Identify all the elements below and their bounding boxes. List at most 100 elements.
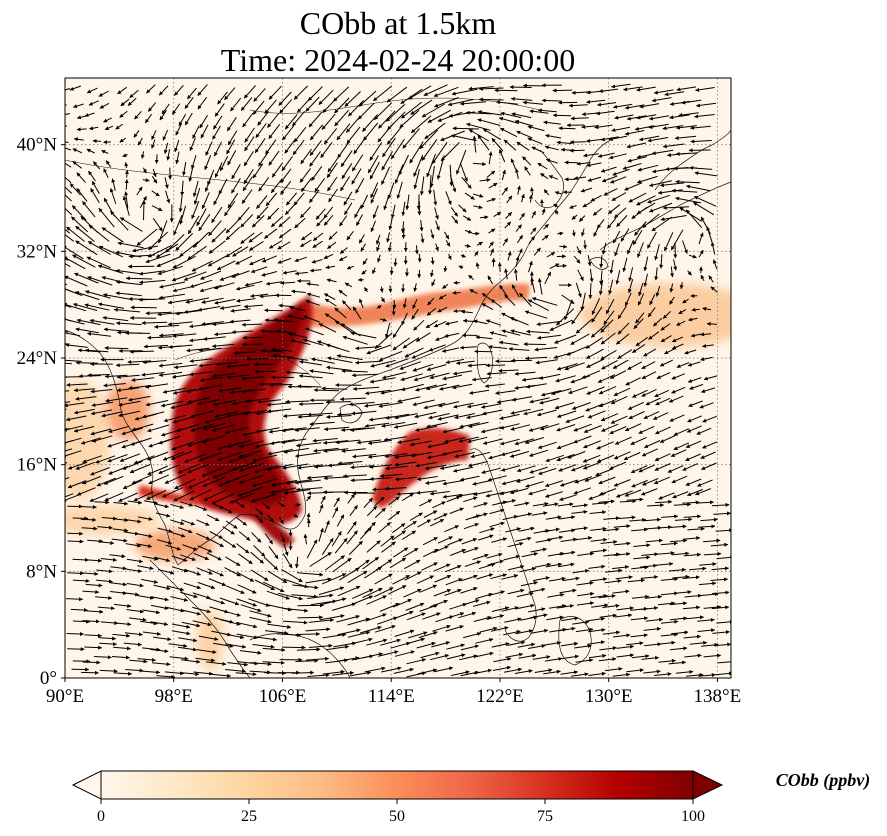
wind-arrow — [115, 123, 123, 130]
wind-arrow — [586, 162, 602, 168]
plume-thai-band — [138, 485, 200, 505]
wind-arrow — [377, 123, 394, 143]
wind-arrow — [686, 184, 711, 192]
wind-arrow — [405, 194, 410, 211]
wind-arrow — [372, 205, 379, 219]
wind-arrow — [301, 231, 313, 241]
wind-arrow — [232, 246, 249, 257]
wind-arrow — [201, 192, 210, 210]
wind-arrow — [322, 97, 338, 113]
wind-arrow — [66, 226, 85, 242]
wind-arrow — [377, 254, 381, 263]
wind-arrow — [694, 171, 718, 177]
wind-arrow — [316, 215, 327, 227]
wind-arrow — [208, 220, 222, 237]
x-tick-label: 106°E — [259, 686, 307, 707]
x-tick-label: 98°E — [155, 686, 193, 707]
wind-arrow — [88, 170, 96, 182]
wind-arrow — [594, 124, 613, 130]
wind-arrow — [80, 517, 97, 522]
wind-arrow — [76, 172, 86, 183]
wind-arrow — [151, 175, 158, 184]
wind-arrow — [698, 249, 704, 258]
wind-arrow — [192, 125, 200, 139]
wind-arrow — [311, 259, 323, 264]
wind-arrow — [447, 253, 452, 260]
wind-arrow — [556, 140, 572, 145]
wind-arrow — [69, 85, 82, 91]
wind-arrow — [429, 166, 435, 188]
wind-arrow — [696, 102, 717, 108]
wind-arrow — [590, 194, 602, 202]
wind-arrow — [243, 85, 256, 99]
wind-arrow — [136, 228, 158, 246]
wind-arrow — [65, 176, 72, 184]
wind-arrow — [312, 232, 324, 241]
wind-arrow — [472, 193, 484, 198]
wind-arrow — [537, 108, 557, 113]
wind-arrow — [477, 118, 501, 126]
wind-arrow — [67, 539, 84, 544]
wind-arrow — [98, 207, 115, 228]
wind-arrow — [284, 138, 297, 154]
wind-arrow — [678, 112, 699, 117]
wind-arrow — [183, 271, 207, 281]
wind-arrow — [530, 227, 537, 235]
wind-arrow — [136, 186, 143, 196]
wind-arrow — [314, 178, 326, 193]
wind-arrow — [546, 251, 556, 258]
wind-arrow — [84, 112, 95, 117]
wind-arrow — [258, 151, 269, 167]
colorbar-gradient — [100, 770, 694, 800]
wind-arrow — [424, 122, 446, 140]
wind-arrow — [164, 177, 169, 189]
wind-arrow — [65, 113, 71, 115]
wind-arrow — [339, 255, 348, 262]
wind-arrow — [362, 258, 368, 265]
wind-arrow — [241, 189, 253, 204]
colorbar-extend-min — [71, 770, 102, 800]
wind-arrow — [248, 231, 263, 243]
wind-arrow — [65, 408, 67, 410]
wind-arrow — [527, 137, 543, 145]
plume-sumatra-belt — [65, 505, 160, 535]
wind-arrow — [576, 161, 591, 166]
wind-arrow — [151, 190, 160, 197]
wind-arrow — [528, 194, 533, 203]
wind-arrow — [642, 213, 660, 228]
colorbar-tick-label: 75 — [537, 808, 553, 825]
wind-arrow — [597, 152, 615, 158]
wind-arrow — [278, 91, 292, 106]
wind-arrow — [161, 103, 170, 115]
y-tick-label: 16°N — [17, 455, 58, 476]
wind-arrow — [72, 103, 84, 109]
wind-arrow — [156, 256, 181, 267]
wind-arrow — [265, 192, 278, 207]
wind-arrow — [490, 248, 494, 256]
wind-arrow — [82, 201, 96, 218]
wind-arrow — [648, 202, 673, 213]
wind-arrow — [344, 202, 353, 216]
wind-arrow — [307, 86, 323, 101]
wind-arrow — [187, 215, 200, 235]
wind-arrow — [242, 176, 253, 192]
wind-arrow — [555, 209, 559, 215]
wind-arrow — [628, 192, 647, 203]
wind-arrow — [620, 228, 630, 242]
wind-arrow — [647, 231, 657, 249]
wind-arrow — [613, 103, 633, 109]
wind-arrow — [101, 227, 124, 243]
wind-arrow — [402, 128, 420, 149]
wind-arrow — [515, 168, 519, 180]
wind-arrow — [227, 192, 239, 209]
wind-arrow — [72, 160, 82, 169]
wind-arrow — [346, 231, 354, 241]
wind-arrow — [522, 156, 532, 166]
wind-arrow — [162, 129, 169, 141]
wind-arrow — [147, 102, 157, 112]
wind-arrow — [337, 141, 350, 159]
wind-arrow — [294, 217, 306, 229]
wind-arrow — [461, 176, 472, 189]
wind-arrow — [285, 202, 297, 215]
wind-arrow — [385, 104, 406, 122]
